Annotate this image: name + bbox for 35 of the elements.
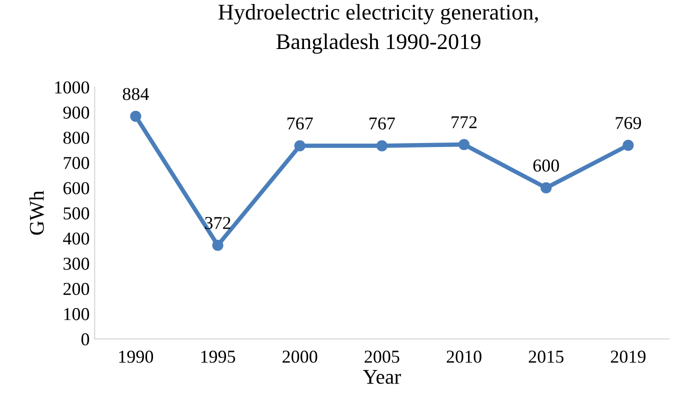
data-label: 372 — [205, 216, 230, 230]
y-tick-label: 600 — [63, 182, 90, 194]
data-label: 767 — [370, 117, 395, 130]
x-tick-label: 2010 — [446, 350, 482, 363]
y-tick-label: 700 — [64, 156, 90, 170]
data-label: 769 — [616, 116, 641, 130]
point — [458, 138, 470, 150]
y-tick-label: 1000 — [55, 81, 90, 94]
y-tick-label: 400 — [63, 232, 90, 245]
y-axis-title: GWh — [29, 190, 44, 235]
point — [130, 110, 142, 122]
y-tick-label: 300 — [64, 258, 90, 270]
point — [376, 140, 388, 152]
point — [622, 140, 634, 151]
chart-title: Hydroelectric electricity generation, Bangladesh 1990-2019 — [218, 4, 538, 54]
x-tick-label: 2019 — [610, 350, 646, 363]
data-label: 772 — [452, 116, 477, 128]
x-tick-label: 2015 — [528, 350, 564, 363]
y-tick-label: 500 — [64, 207, 90, 220]
y-tick-label: 0 — [81, 333, 90, 346]
point — [294, 140, 306, 152]
y-tick-label: 800 — [63, 132, 90, 144]
point — [540, 182, 552, 194]
point — [212, 240, 224, 251]
y-tick-label: 900 — [63, 106, 90, 119]
x-axis-title: Year — [362, 370, 401, 384]
x-tick-label: 1990 — [119, 350, 154, 363]
x-tick-label: 1995 — [201, 350, 236, 363]
y-tick-label: 100 — [64, 308, 90, 320]
x-tick-label: 2000 — [282, 350, 318, 363]
data-label: 600 — [533, 159, 559, 172]
y-tick-label: 200 — [63, 282, 90, 296]
x-tick-label: 2005 — [364, 350, 400, 363]
data-label: 884 — [122, 88, 149, 100]
data-label: 767 — [288, 117, 313, 130]
